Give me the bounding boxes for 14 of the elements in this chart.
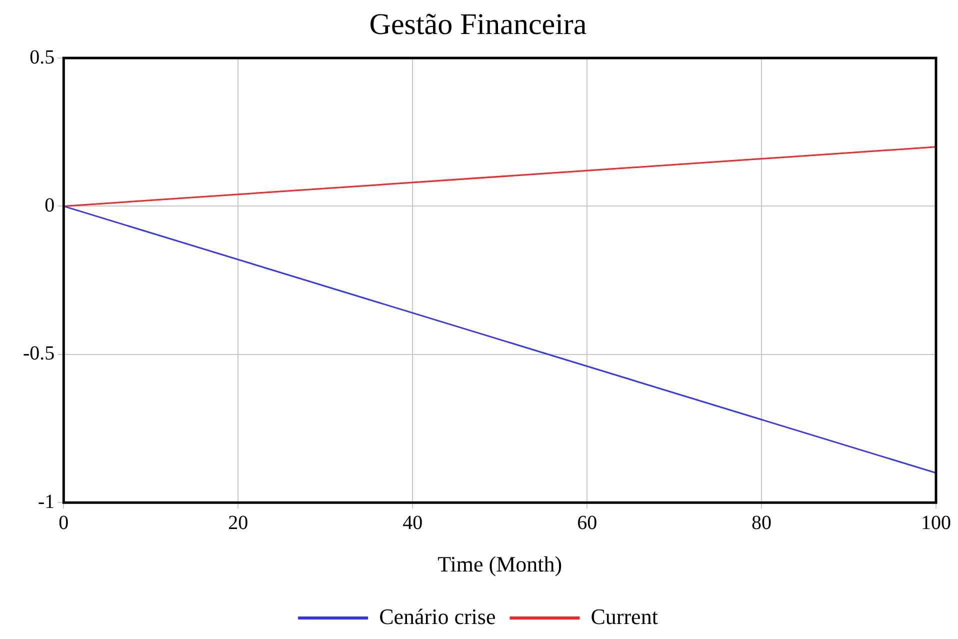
y-tick-label: 0 — [44, 194, 55, 216]
x-tick-label: 80 — [752, 512, 772, 534]
legend-label: Cenário crise — [379, 604, 496, 629]
y-tick-label: -1 — [38, 490, 55, 513]
chart-title: Gestão Financeira — [369, 8, 587, 41]
y-tick-label: 0.5 — [30, 46, 55, 68]
legend-label: Current — [590, 604, 658, 629]
x-axis-title: Time (Month) — [438, 552, 562, 577]
x-tick-label: 100 — [921, 512, 951, 534]
y-tick-label: -0.5 — [22, 342, 55, 365]
x-tick-label: 60 — [577, 512, 598, 534]
x-tick-label: 0 — [58, 512, 69, 534]
x-tick-label: 20 — [228, 512, 248, 534]
x-tick-label: 40 — [402, 512, 423, 534]
